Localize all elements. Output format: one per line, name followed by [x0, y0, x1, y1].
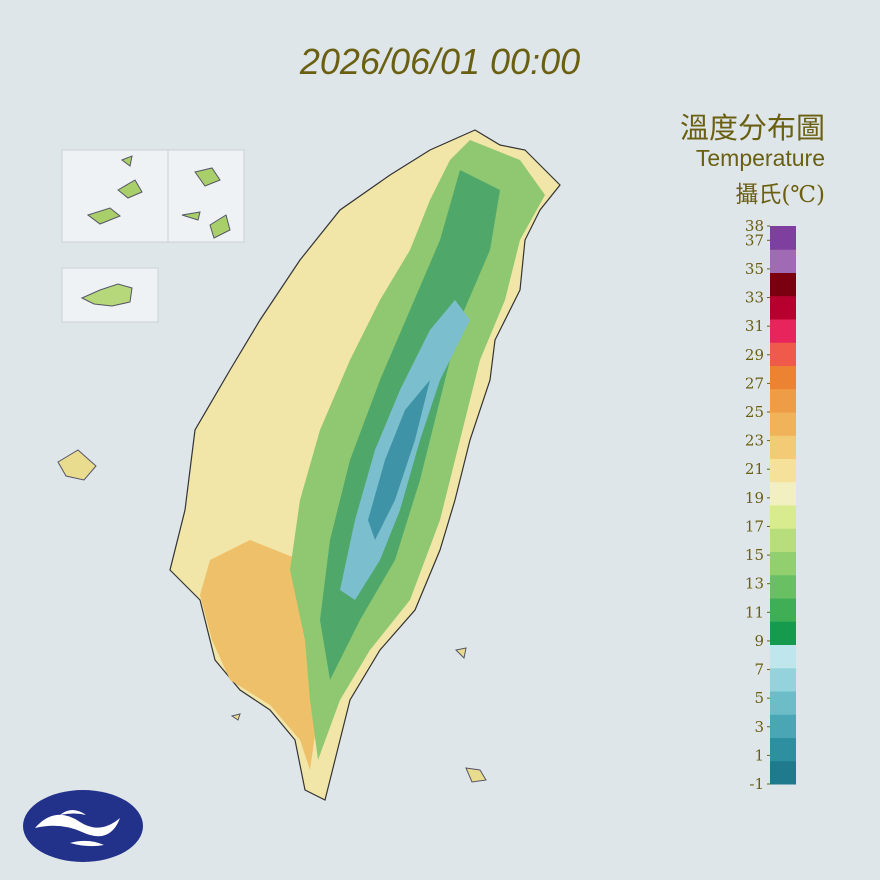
legend-tick-label: 38: [745, 217, 764, 235]
legend-color-bin: [770, 412, 796, 436]
legend-tick-label: 25: [745, 403, 764, 421]
legend-color-bin: [770, 598, 796, 622]
legend-tick-label: 11: [745, 603, 764, 621]
legend-color-bin: [770, 691, 796, 715]
legend-tick-label: 1: [754, 746, 764, 764]
legend-tick-label: 27: [745, 374, 764, 392]
small-islands: [57, 449, 487, 783]
legend-color-bin: [770, 249, 796, 273]
legend-color-bin: [770, 365, 796, 390]
legend-color-bin: [770, 505, 796, 529]
legend-tick-label: 5: [754, 689, 764, 707]
legend-tick-label: 23: [745, 432, 764, 450]
legend-color-bin: [770, 667, 796, 692]
legend-tick-label: 3: [754, 718, 764, 736]
legend-title: 溫度分布圖: [680, 111, 825, 145]
legend-tick-label: 21: [745, 460, 764, 478]
legend-tick-label: 35: [745, 260, 764, 278]
legend-color-bin: [770, 528, 796, 552]
legend-tick-label: 17: [745, 517, 764, 535]
legend-color-bin: [770, 342, 796, 366]
legend-unit: 攝氏(℃): [735, 182, 825, 208]
legend-color-bin: [770, 295, 796, 320]
legend-tick-label: 33: [745, 289, 764, 307]
legend-tick-label: 37: [745, 231, 764, 249]
legend-tick-label: -1: [749, 775, 764, 793]
legend-color-bin: [770, 644, 796, 669]
legend-color-bin: [770, 272, 796, 297]
timestamp: 2026/06/01 00:00: [299, 41, 580, 82]
legend-color-bin: [770, 435, 796, 459]
logo: [23, 790, 143, 862]
legend-tick-label: 7: [754, 661, 764, 679]
legend-tick-label: 9: [754, 632, 764, 650]
legend-color-bin: [770, 574, 796, 599]
legend-color-bin: [770, 458, 796, 483]
legend-color-bin: [770, 388, 796, 413]
legend-tick-label: 29: [745, 346, 764, 364]
legend-color-bin: [770, 319, 796, 343]
legend-color-bin: [770, 226, 796, 250]
legend-tick-label: 19: [745, 489, 764, 507]
legend-tick-label: 15: [745, 546, 764, 564]
legend-tick-label: 13: [745, 575, 764, 593]
legend-subtitle: Temperature: [696, 145, 825, 171]
legend-color-bin: [770, 760, 796, 785]
legend-color-bin: [770, 481, 796, 506]
legend-color-bin: [770, 621, 796, 645]
legend-color-bin: [770, 737, 796, 762]
legend-color-bin: [770, 714, 796, 738]
taiwan-island: [169, 129, 561, 801]
inset-islands: [61, 149, 245, 323]
legend-color-bin: [770, 551, 796, 576]
legend-tick-label: 31: [745, 317, 764, 335]
